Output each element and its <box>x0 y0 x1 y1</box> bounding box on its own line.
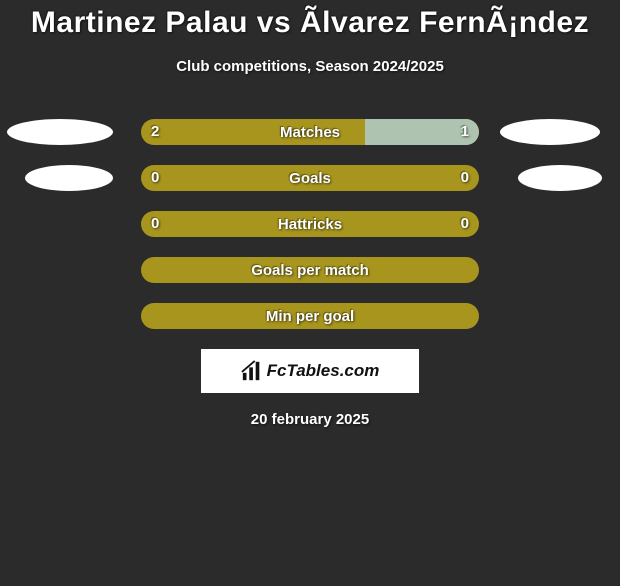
stat-right-value: 0 <box>461 211 469 237</box>
stat-row-matches: 2 Matches 1 <box>0 119 620 145</box>
bar-track: Min per goal <box>141 303 479 329</box>
logo-text: FcTables.com <box>267 361 380 381</box>
logo[interactable]: FcTables.com <box>201 349 419 393</box>
player-left-oval <box>25 165 113 191</box>
stat-left-value: 2 <box>151 119 159 145</box>
player-right-oval <box>518 165 602 191</box>
stat-right-value: 1 <box>461 119 469 145</box>
stat-row-goals-per-match: Goals per match <box>0 257 620 283</box>
date-line: 20 february 2025 <box>0 411 620 428</box>
subtitle: Club competitions, Season 2024/2025 <box>0 58 620 75</box>
stat-left-value: 0 <box>151 165 159 191</box>
bar-track: 0 Goals 0 <box>141 165 479 191</box>
stats-rows: 2 Matches 1 0 Goals 0 0 Hattricks 0 Goal… <box>0 119 620 329</box>
stat-label: Hattricks <box>278 216 342 233</box>
bar-track: Goals per match <box>141 257 479 283</box>
page-title: Martinez Palau vs Ãlvarez FernÃ¡ndez <box>0 6 620 40</box>
bar-track: 2 Matches 1 <box>141 119 479 145</box>
bar-track: 0 Hattricks 0 <box>141 211 479 237</box>
stat-label: Goals <box>289 170 331 187</box>
bar-chart-icon <box>241 360 263 382</box>
player-right-oval <box>500 119 600 145</box>
stat-row-min-per-goal: Min per goal <box>0 303 620 329</box>
player-left-oval <box>7 119 113 145</box>
stat-row-hattricks: 0 Hattricks 0 <box>0 211 620 237</box>
stat-label: Matches <box>280 124 340 141</box>
stat-label: Min per goal <box>266 308 354 325</box>
stat-left-value: 0 <box>151 211 159 237</box>
stat-right-value: 0 <box>461 165 469 191</box>
stat-label: Goals per match <box>251 262 369 279</box>
stat-row-goals: 0 Goals 0 <box>0 165 620 191</box>
